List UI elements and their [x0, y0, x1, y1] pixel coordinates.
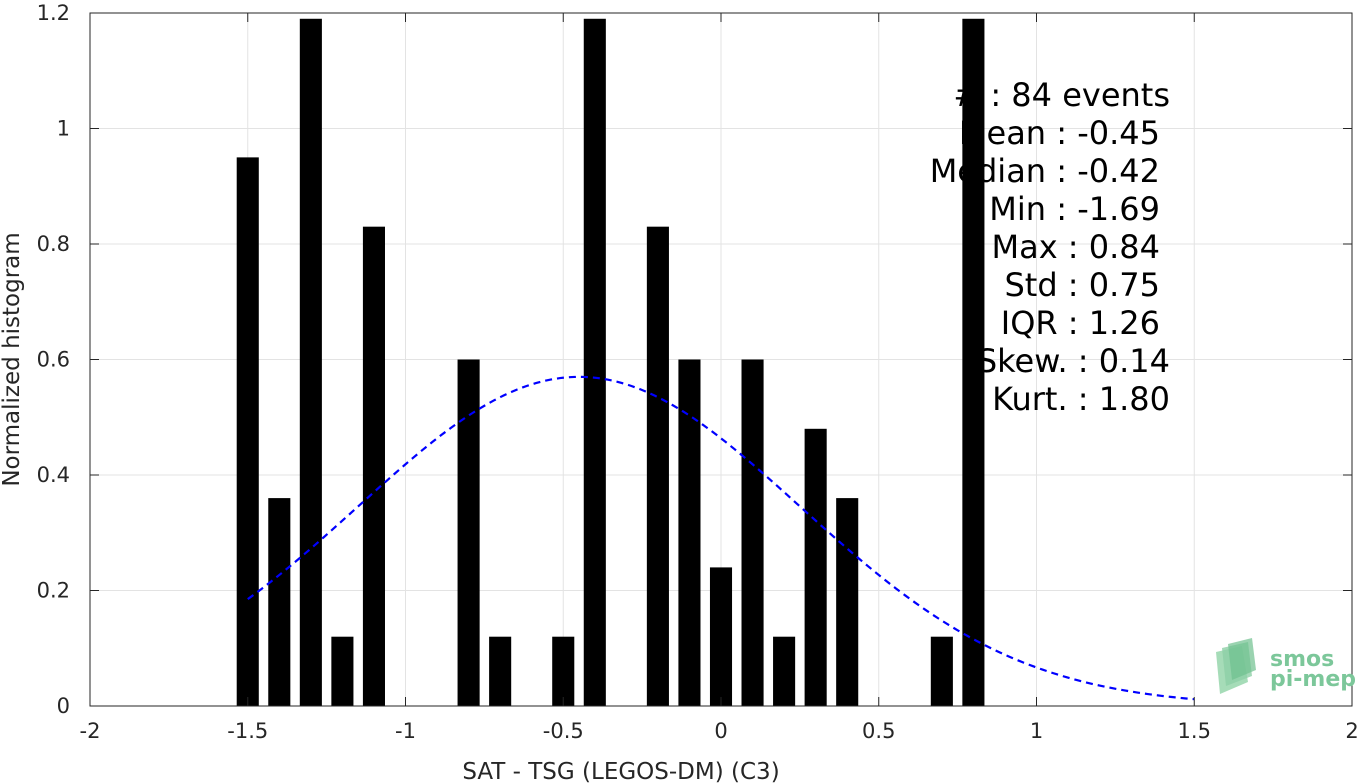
- logo-text-line2: pi-mep: [1270, 667, 1356, 692]
- y-tick-label: 1: [57, 117, 70, 141]
- histogram-bar: [552, 636, 575, 706]
- y-tick-label: 0.4: [37, 463, 70, 487]
- stats-line: Max : 0.84: [991, 228, 1160, 266]
- x-tick-label: -1.5: [227, 719, 268, 743]
- x-axis-label: SAT - TSG (LEGOS-DM) (C3): [462, 759, 779, 784]
- y-axis-label: Normalized histogram: [0, 232, 25, 486]
- gaussian-fit-curve: [247, 375, 1195, 701]
- stats-line: Kurt. : 1.80: [992, 380, 1170, 418]
- histogram-bar: [836, 498, 859, 706]
- histogram-bar: [489, 636, 512, 706]
- x-tick-label: 2: [1345, 719, 1358, 743]
- y-tick-label: 0.6: [37, 348, 70, 372]
- histogram-bar: [741, 359, 764, 706]
- x-tick-label: -1: [395, 719, 416, 743]
- histogram-bar: [583, 18, 606, 706]
- stats-line: # : 84 events: [953, 76, 1170, 114]
- histogram-bar: [236, 157, 259, 706]
- x-tick-label: 1: [1030, 719, 1043, 743]
- histogram-bar: [362, 226, 385, 707]
- x-tick-label: -2: [80, 719, 101, 743]
- smos-pi-mep-logo: smos pi-mep: [1216, 638, 1356, 694]
- logo-layer-icon: [1228, 638, 1256, 680]
- histogram-bar: [646, 226, 669, 707]
- stats-line: Median : -0.42: [930, 152, 1160, 190]
- stats-line: IQR : 1.26: [1001, 304, 1160, 342]
- bars: [236, 18, 985, 707]
- histogram-bar: [678, 359, 701, 706]
- y-tick-label: 0.2: [37, 579, 70, 603]
- x-tick-label: -0.5: [543, 719, 584, 743]
- histogram-bar: [299, 18, 322, 706]
- stats-line: Std : 0.75: [1004, 266, 1160, 304]
- histogram-bar: [331, 636, 354, 706]
- y-tick-label: 0.8: [37, 232, 70, 256]
- stats-line: Skew. : 0.14: [977, 342, 1170, 380]
- histogram-bar: [773, 636, 796, 706]
- stats-line: Min : -1.69: [989, 190, 1160, 228]
- histogram-bar: [457, 359, 480, 706]
- logo-text-line1: smos: [1270, 647, 1334, 672]
- histogram-bar: [709, 567, 733, 706]
- histogram-bar: [930, 636, 953, 706]
- histogram-bar: [268, 498, 291, 706]
- y-tick-label: 0: [57, 694, 70, 718]
- histogram-bar: [804, 428, 827, 706]
- stats-line: Mean : -0.45: [959, 114, 1160, 152]
- x-tick-label: 0.5: [862, 719, 895, 743]
- x-tick-label: 0: [714, 719, 727, 743]
- histogram-bar: [962, 18, 985, 706]
- y-tick-label: 1.2: [37, 1, 70, 25]
- x-tick-label: 1.5: [1178, 719, 1211, 743]
